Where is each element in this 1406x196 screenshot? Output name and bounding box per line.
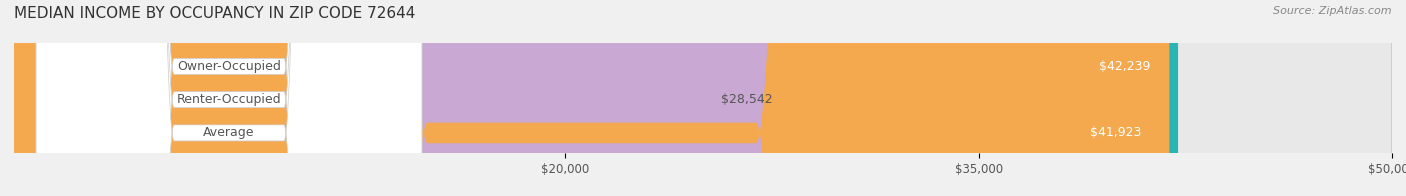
FancyBboxPatch shape (14, 0, 1392, 196)
Text: Owner-Occupied: Owner-Occupied (177, 60, 281, 73)
FancyBboxPatch shape (37, 0, 422, 196)
FancyBboxPatch shape (14, 0, 1392, 196)
Text: MEDIAN INCOME BY OCCUPANCY IN ZIP CODE 72644: MEDIAN INCOME BY OCCUPANCY IN ZIP CODE 7… (14, 6, 415, 21)
Text: Source: ZipAtlas.com: Source: ZipAtlas.com (1274, 6, 1392, 16)
FancyBboxPatch shape (14, 0, 1170, 196)
FancyBboxPatch shape (37, 0, 422, 196)
FancyBboxPatch shape (14, 0, 1178, 196)
Text: $41,923: $41,923 (1091, 126, 1142, 139)
FancyBboxPatch shape (14, 0, 1392, 196)
Text: $42,239: $42,239 (1099, 60, 1150, 73)
FancyBboxPatch shape (37, 0, 422, 196)
FancyBboxPatch shape (14, 0, 800, 196)
Text: Average: Average (204, 126, 254, 139)
Text: $28,542: $28,542 (721, 93, 773, 106)
Text: Renter-Occupied: Renter-Occupied (177, 93, 281, 106)
